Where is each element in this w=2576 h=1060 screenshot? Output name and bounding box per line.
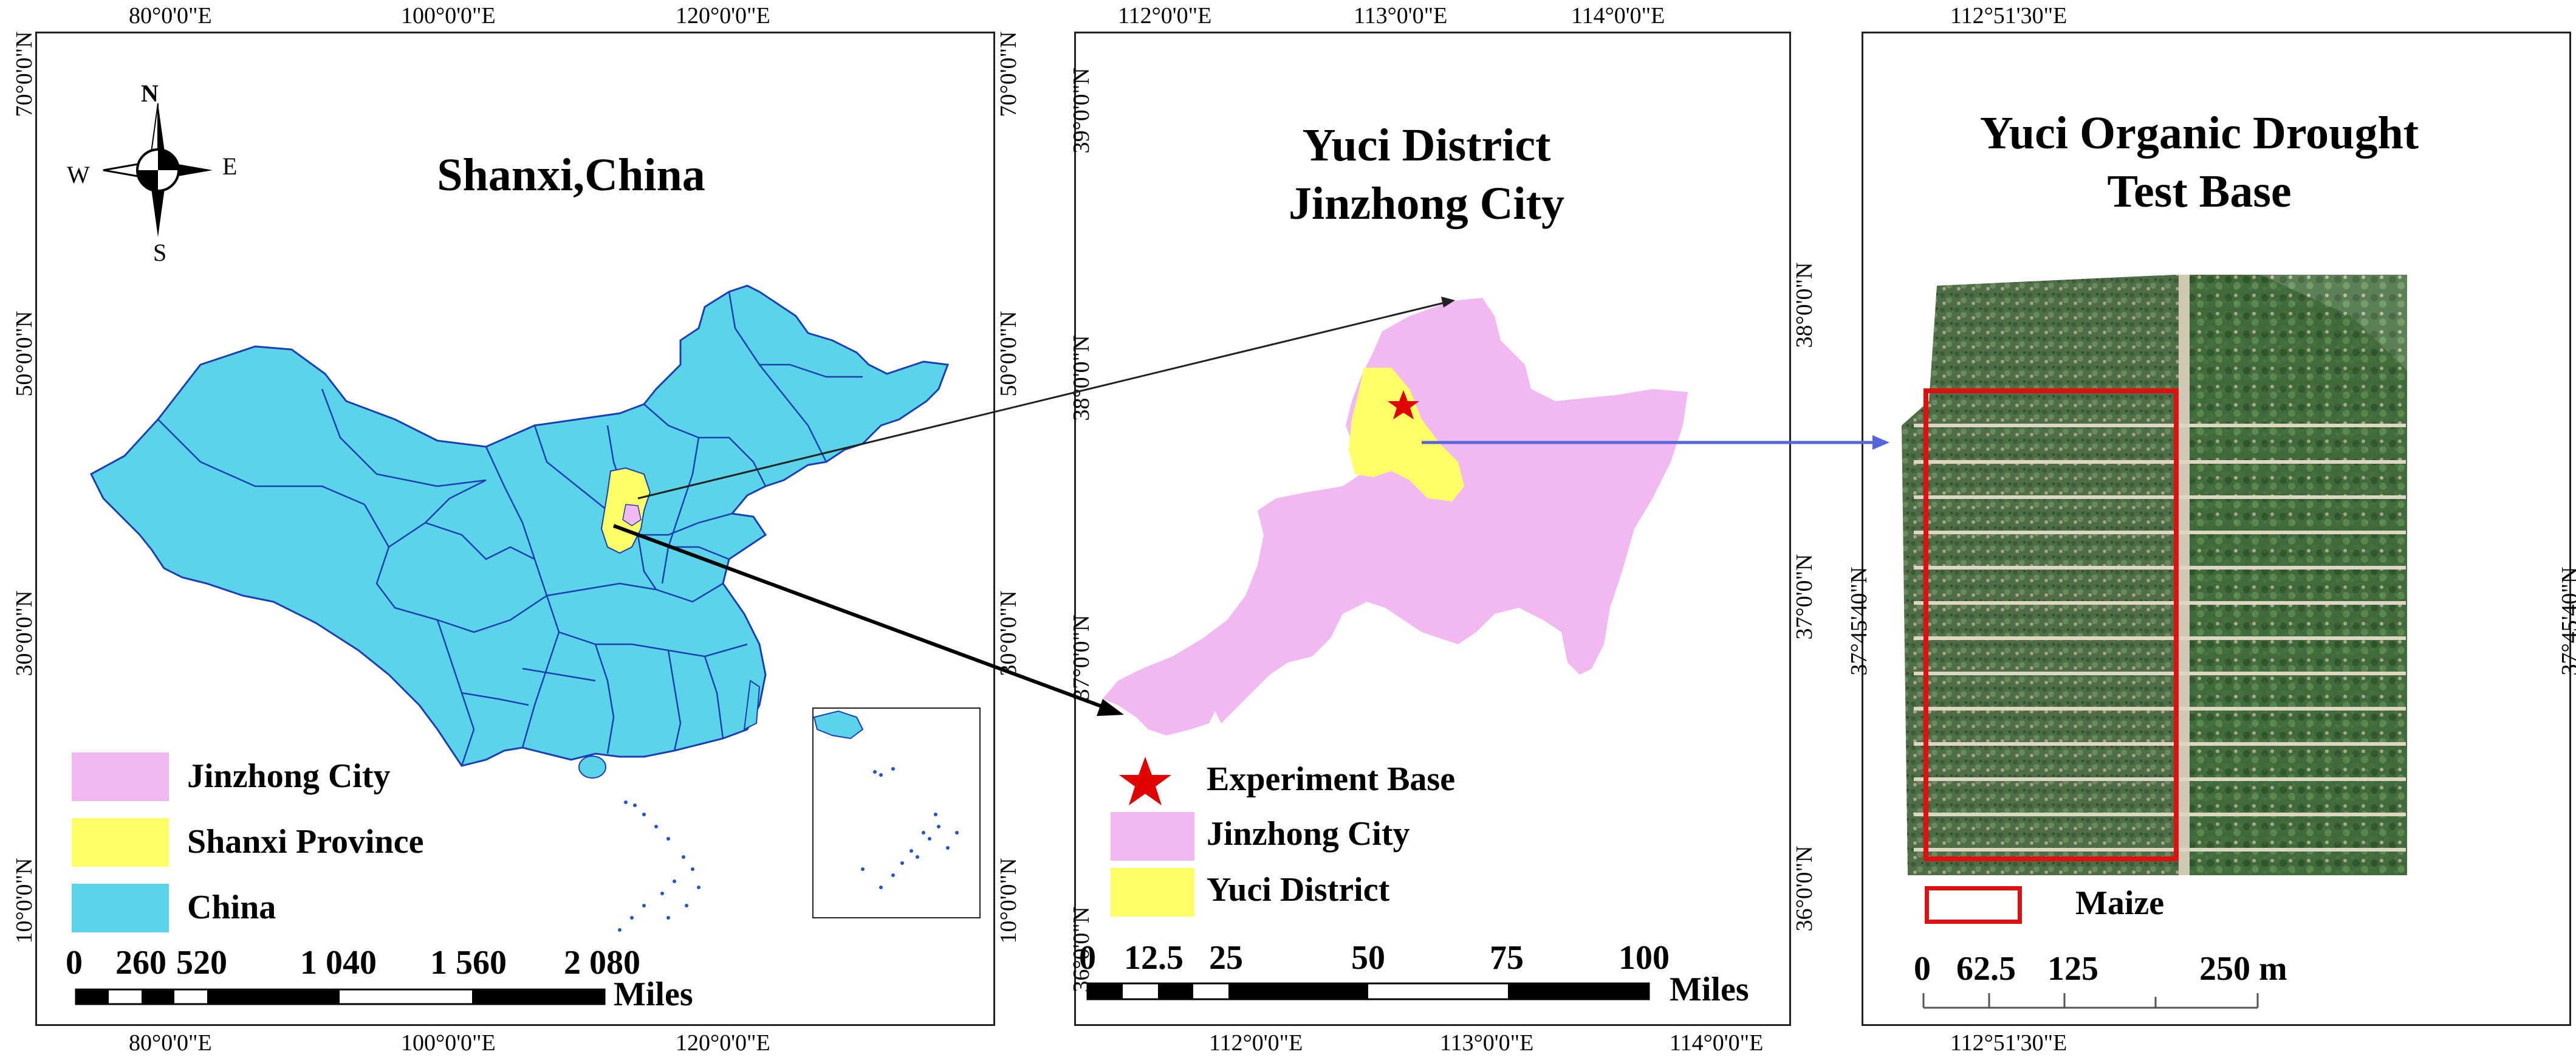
compass-rose-icon <box>103 103 213 237</box>
star-icon <box>1119 757 1171 805</box>
p3-scale-0: 0 <box>1914 950 1931 988</box>
p3-bottom-lon: 112°51'30"E <box>1950 1030 2067 1056</box>
p3-scale-250: 250 m <box>2199 950 2287 988</box>
p2-scale-bar <box>1086 982 1650 1000</box>
p1-top-lon-1: 80°0'0"E <box>129 3 212 29</box>
p3-scale-bar <box>1922 993 2259 1009</box>
p1-scale-1560: 1 560 <box>430 944 507 982</box>
p2-scale-100: 100 <box>1619 939 1670 977</box>
legend-jinzhong-city-2: Jinzhong City <box>1207 815 1410 853</box>
p1-title: Shanxi,China <box>437 150 705 201</box>
p2-top-lon-2: 113°0'0"E <box>1354 3 1448 29</box>
china-map <box>90 284 981 932</box>
p1-scale-bar <box>75 988 606 1005</box>
p2-top-lon-3: 114°0'0"E <box>1571 3 1665 29</box>
p2-scale-75: 75 <box>1490 939 1524 977</box>
compass-n: N <box>141 80 159 107</box>
aerial-field-image <box>1422 275 2407 875</box>
p2-title-line2: Jinzhong City <box>1289 178 1564 229</box>
p2-scale-25: 25 <box>1209 939 1243 977</box>
p3-title-line2: Test Base <box>2107 166 2292 217</box>
jinzhong-map <box>612 297 1688 735</box>
legend-swatch-yuci <box>1111 868 1194 917</box>
p1-scale-1040: 1 040 <box>300 944 377 982</box>
p2-scale-50: 50 <box>1351 939 1385 977</box>
p3-top-lon: 112°51'30"E <box>1950 3 2067 29</box>
p1-top-lon-2: 100°0'0"E <box>401 3 496 29</box>
legend-shanxi-province: Shanxi Province <box>187 823 424 861</box>
p2-bottom-lon-3: 114°0'0"E <box>1670 1030 1764 1056</box>
p3-scale-125: 125 <box>2047 950 2098 988</box>
legend-swatch-maize <box>1925 886 2022 924</box>
legend-swatch-shanxi <box>72 818 169 867</box>
compass-w: W <box>67 161 90 188</box>
legend-jinzhong-city: Jinzhong City <box>187 757 391 795</box>
p2-scale-unit: Miles <box>1670 971 1749 1008</box>
legend-yuci-district: Yuci District <box>1207 871 1390 909</box>
p1-scale-0: 0 <box>66 944 83 982</box>
p2-scale-0: 0 <box>1079 939 1096 977</box>
p1-bottom-lon-1: 80°0'0"E <box>129 1030 212 1056</box>
p2-bottom-lon-2: 113°0'0"E <box>1440 1030 1534 1056</box>
p1-bottom-lon-3: 120°0'0"E <box>676 1030 770 1056</box>
p1-scale-520: 520 <box>176 944 227 982</box>
legend-swatch-jinzhong-2 <box>1111 812 1194 861</box>
p3-scale-62.5: 62.5 <box>1956 950 2016 988</box>
p2-bottom-lon-1: 112°0'0"E <box>1209 1030 1303 1056</box>
p3-title-line1: Yuci Organic Drought <box>1979 108 2419 159</box>
legend-swatch-jinzhong <box>72 752 169 801</box>
legend-china: China <box>187 889 276 926</box>
compass-e: E <box>222 153 238 180</box>
legend-maize: Maize <box>2075 884 2165 922</box>
legend-swatch-china <box>72 884 169 932</box>
p1-top-lon-3: 120°0'0"E <box>676 3 770 29</box>
p1-scale-260: 260 <box>115 944 166 982</box>
p1-scale-2080: 2 080 <box>564 944 640 982</box>
p1-bottom-lon-2: 100°0'0"E <box>401 1030 496 1056</box>
legend-experiment-base: Experiment Base <box>1207 760 1456 798</box>
p1-scale-unit: Miles <box>614 976 693 1013</box>
p2-scale-12.5: 12.5 <box>1124 939 1184 977</box>
p2-top-lon-1: 112°0'0"E <box>1118 3 1212 29</box>
p2-title-line1: Yuci District <box>1302 120 1551 171</box>
compass-s: S <box>153 239 167 266</box>
